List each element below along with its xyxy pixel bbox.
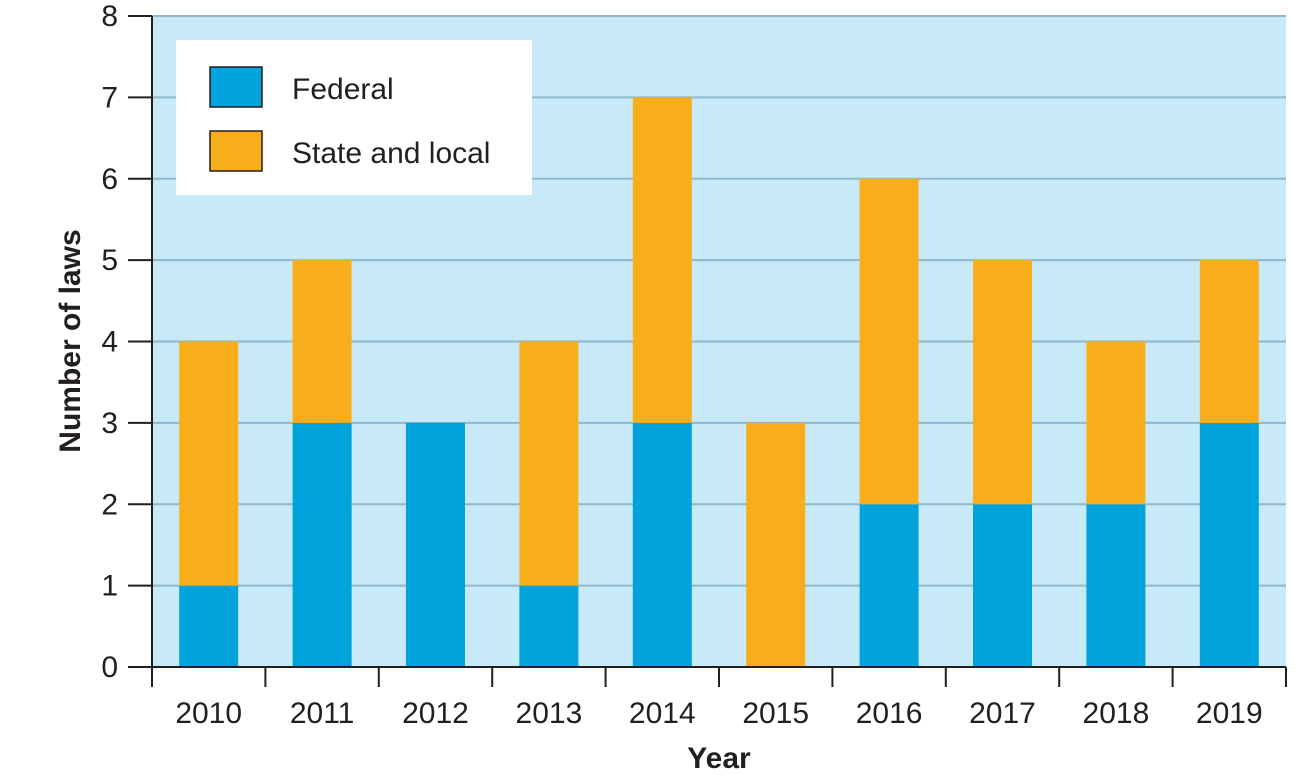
bar-state-and-local-2014 — [632, 97, 692, 423]
y-tick-label: 4 — [101, 326, 118, 359]
x-tick-label: 2013 — [516, 697, 583, 730]
y-tick-label: 8 — [101, 0, 118, 33]
bar-state-and-local-2017 — [973, 260, 1032, 505]
x-tick-label: 2012 — [402, 697, 469, 730]
legend-label-federal: Federal — [292, 73, 394, 106]
bar-federal-2014 — [632, 422, 692, 667]
legend-swatch-federal — [209, 66, 263, 108]
legend-swatch-state-and-local — [209, 130, 263, 172]
x-tick-label: 2016 — [856, 697, 923, 730]
x-tick-label: 2019 — [1196, 697, 1263, 730]
y-tick-label: 6 — [101, 163, 118, 196]
y-tick-label: 7 — [101, 81, 118, 114]
bar-state-and-local-2015 — [746, 422, 806, 667]
bar-federal-2019 — [1199, 422, 1259, 667]
y-axis-title: Number of laws — [54, 229, 87, 452]
x-tick-label: 2017 — [969, 697, 1036, 730]
y-tick-label: 2 — [101, 488, 118, 521]
y-tick-label: 5 — [101, 244, 118, 277]
x-tick-label: 2015 — [742, 697, 809, 730]
y-tick-label: 0 — [101, 651, 118, 684]
bar-federal-2011 — [292, 422, 352, 667]
y-tick-labels: 0 1 2 3 4 5 6 7 8 — [101, 0, 118, 684]
x-tick-labels: 2010 2011 2012 2013 2014 2015 2016 2017 2018 2019 — [175, 697, 1262, 730]
x-tick-label: 2010 — [175, 697, 242, 730]
x-tick-label: 2011 — [290, 697, 355, 730]
bar-federal-2013 — [519, 585, 579, 667]
bar-federal-2018 — [1086, 504, 1146, 667]
y-tick-label: 1 — [101, 570, 118, 603]
bar-state-and-local-2010 — [179, 341, 239, 586]
bar-state-and-local-2013 — [519, 341, 579, 586]
legend: Federal State and local — [176, 40, 532, 195]
y-tick-label: 3 — [101, 407, 118, 440]
bar-federal-2016 — [859, 504, 919, 667]
bars — [179, 97, 1259, 667]
x-tick-label: 2014 — [629, 697, 696, 730]
axes — [128, 15, 1287, 687]
bar-state-and-local-2011 — [292, 260, 352, 423]
bar-federal-2012 — [406, 422, 465, 667]
bar-federal-2017 — [973, 504, 1032, 667]
bar-federal-2010 — [179, 585, 239, 667]
x-axis-title: Year — [687, 742, 751, 775]
legend-label-state-and-local: State and local — [292, 137, 490, 170]
bar-state-and-local-2016 — [859, 178, 919, 505]
bar-state-and-local-2018 — [1086, 341, 1146, 505]
bar-state-and-local-2019 — [1199, 260, 1259, 423]
x-tick-label: 2018 — [1083, 697, 1150, 730]
